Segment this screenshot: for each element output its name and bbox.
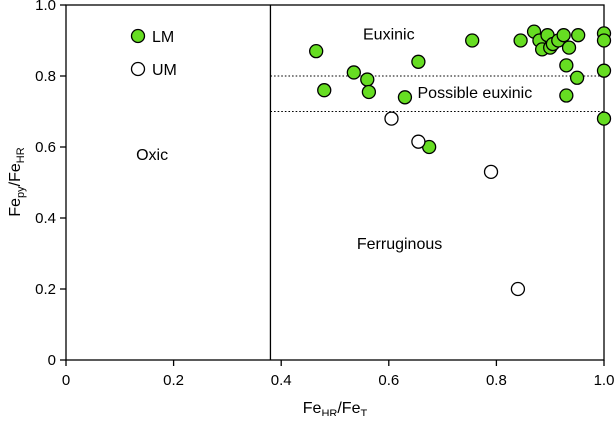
plot-frame: [65, 4, 605, 361]
region-label: Oxic: [136, 147, 168, 164]
data-points: [309, 24, 612, 297]
x-axis-label: FeHR/FeT: [303, 400, 368, 416]
y-axis-label: Fepy/FeHR: [7, 147, 27, 216]
point-lm: [346, 65, 361, 80]
point-lm: [596, 33, 612, 48]
point-um: [483, 164, 499, 180]
point-um: [411, 134, 426, 149]
point-lm: [596, 63, 612, 78]
y-tick-label: 0.8: [35, 68, 56, 85]
point-lm: [559, 88, 574, 103]
x-tick-label: 0.8: [486, 372, 507, 389]
region-label: Euxinic: [363, 26, 415, 43]
x-axis-ticks: 0 0.2 0.4 0.6 0.8 1.0: [62, 360, 615, 389]
region-label: Possible euxinic: [418, 85, 533, 102]
x-tick-label: 0.6: [378, 372, 399, 389]
y-tick-label: 0.6: [35, 139, 56, 156]
y-tick-label: 0: [48, 352, 56, 369]
point-lm: [309, 44, 324, 59]
point-lm: [411, 54, 426, 69]
point-lm: [513, 33, 528, 48]
y-axis-ticks: 0 0.2 0.4 0.6 0.8 1.0: [35, 0, 66, 369]
point-lm: [569, 70, 585, 85]
point-lm: [397, 90, 413, 105]
point-lm: [317, 83, 332, 98]
legend-marker-um: [130, 61, 146, 77]
point-lm: [556, 28, 571, 43]
point-lm: [465, 33, 480, 48]
x-tick-label: 0.4: [271, 372, 292, 389]
y-tick-label: 0.2: [35, 281, 56, 298]
point-lm: [596, 111, 612, 126]
point-um: [384, 111, 399, 126]
point-lm: [361, 84, 377, 100]
y-tick-label: 0.4: [35, 210, 56, 227]
x-tick-label: 0.2: [163, 372, 184, 389]
region-label: Ferruginous: [357, 236, 442, 253]
x-tick-label: 0: [62, 372, 70, 389]
point-lm: [360, 72, 375, 87]
legend-marker-lm: [130, 28, 146, 44]
x-tick-label: 1.0: [594, 372, 615, 389]
legend-label-um: UM: [152, 62, 177, 79]
point-lm: [559, 58, 574, 73]
region-labels: Oxic Euxinic Possible euxinic Ferruginous: [136, 26, 532, 252]
point-um: [510, 281, 526, 297]
point-lm: [561, 40, 577, 55]
point-lm: [571, 28, 586, 43]
y-tick-label: 1.0: [35, 0, 56, 14]
legend-label-lm: LM: [152, 29, 174, 46]
legend: LM UM: [130, 28, 177, 79]
